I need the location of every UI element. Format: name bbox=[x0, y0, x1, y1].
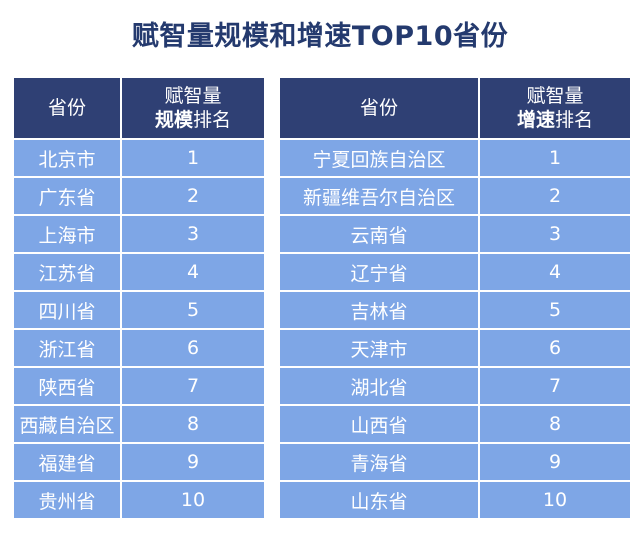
table-row: 新疆维吾尔自治区 2 bbox=[280, 178, 630, 214]
header-rank-bold: 增速 bbox=[516, 109, 555, 131]
table-row: 湖北省 7 bbox=[280, 368, 630, 404]
header-rank-rest: 排名 bbox=[193, 109, 232, 131]
header-province: 省份 bbox=[14, 78, 120, 138]
rank-cell: 6 bbox=[122, 330, 264, 366]
table-row: 云南省 3 bbox=[280, 216, 630, 252]
rank-cell: 10 bbox=[480, 482, 630, 518]
header-row: 省份 赋智量 规模排名 bbox=[14, 78, 264, 138]
table-row: 宁夏回族自治区 1 bbox=[280, 140, 630, 176]
rank-cell: 5 bbox=[122, 292, 264, 328]
header-rank-line1: 赋智量 bbox=[164, 85, 222, 107]
header-rank-line1: 赋智量 bbox=[526, 85, 584, 107]
header-rank-line2: 增速排名 bbox=[480, 108, 630, 132]
rank-cell: 1 bbox=[122, 140, 264, 176]
table-row: 山东省 10 bbox=[280, 482, 630, 518]
province-cell: 宁夏回族自治区 bbox=[280, 140, 478, 176]
rank-cell: 9 bbox=[122, 444, 264, 480]
table-row: 青海省 9 bbox=[280, 444, 630, 480]
table-row: 浙江省 6 bbox=[14, 330, 264, 366]
rank-cell: 8 bbox=[122, 406, 264, 442]
table-row: 贵州省 10 bbox=[14, 482, 264, 518]
province-cell: 云南省 bbox=[280, 216, 478, 252]
province-cell: 浙江省 bbox=[14, 330, 120, 366]
rank-cell: 3 bbox=[480, 216, 630, 252]
rank-cell: 8 bbox=[480, 406, 630, 442]
rank-cell: 2 bbox=[122, 178, 264, 214]
chart-title: 赋智量规模和增速TOP10省份 bbox=[131, 21, 509, 52]
province-cell: 西藏自治区 bbox=[14, 406, 120, 442]
growth-rank-table: 省份 赋智量 增速排名 宁夏回族自治区 1 新疆维吾尔自治区 2 云南省 3 辽宁省 4 吉林省… bbox=[278, 76, 632, 520]
table-row: 吉林省 5 bbox=[280, 292, 630, 328]
table-row: 西藏自治区 8 bbox=[14, 406, 264, 442]
growth-rank-body: 宁夏回族自治区 1 新疆维吾尔自治区 2 云南省 3 辽宁省 4 吉林省 5 天津市 6 湖北省 7 山西省… bbox=[280, 140, 630, 518]
scale-rank-body: 北京市 1 广东省 2 上海市 3 江苏省 4 四川省 5 浙江省 6 陕西省 7 西藏自治区 8 福建省 9 贵州… bbox=[14, 140, 264, 518]
province-cell: 天津市 bbox=[280, 330, 478, 366]
table-row: 福建省 9 bbox=[14, 444, 264, 480]
header-rank: 赋智量 增速排名 bbox=[480, 78, 630, 138]
table-row: 辽宁省 4 bbox=[280, 254, 630, 290]
province-cell: 贵州省 bbox=[14, 482, 120, 518]
header-row: 省份 赋智量 增速排名 bbox=[280, 78, 630, 138]
province-cell: 山西省 bbox=[280, 406, 478, 442]
rank-cell: 1 bbox=[480, 140, 630, 176]
rank-cell: 2 bbox=[480, 178, 630, 214]
province-cell: 福建省 bbox=[14, 444, 120, 480]
table-row: 四川省 5 bbox=[14, 292, 264, 328]
scale-rank-table: 省份 赋智量 规模排名 北京市 1 广东省 2 上海市 3 江苏省 4 四川省 5 浙江省 6 陕西省 7… bbox=[12, 76, 266, 520]
province-cell: 辽宁省 bbox=[280, 254, 478, 290]
rank-cell: 7 bbox=[480, 368, 630, 404]
table-row: 江苏省 4 bbox=[14, 254, 264, 290]
header-rank: 赋智量 规模排名 bbox=[122, 78, 264, 138]
header-rank-rest: 排名 bbox=[555, 109, 594, 131]
table-row: 陕西省 7 bbox=[14, 368, 264, 404]
table-row: 北京市 1 bbox=[14, 140, 264, 176]
province-cell: 湖北省 bbox=[280, 368, 478, 404]
rank-cell: 3 bbox=[122, 216, 264, 252]
province-cell: 山东省 bbox=[280, 482, 478, 518]
province-cell: 新疆维吾尔自治区 bbox=[280, 178, 478, 214]
province-cell: 广东省 bbox=[14, 178, 120, 214]
rank-cell: 4 bbox=[122, 254, 264, 290]
province-cell: 北京市 bbox=[14, 140, 120, 176]
province-cell: 青海省 bbox=[280, 444, 478, 480]
rank-cell: 7 bbox=[122, 368, 264, 404]
province-cell: 四川省 bbox=[14, 292, 120, 328]
header-rank-line2: 规模排名 bbox=[122, 108, 264, 132]
province-cell: 陕西省 bbox=[14, 368, 120, 404]
header-rank-bold: 规模 bbox=[154, 109, 193, 131]
table-row: 山西省 8 bbox=[280, 406, 630, 442]
province-cell: 江苏省 bbox=[14, 254, 120, 290]
table-row: 上海市 3 bbox=[14, 216, 264, 252]
province-cell: 吉林省 bbox=[280, 292, 478, 328]
table-row: 广东省 2 bbox=[14, 178, 264, 214]
rank-cell: 5 bbox=[480, 292, 630, 328]
rank-cell: 10 bbox=[122, 482, 264, 518]
table-row: 天津市 6 bbox=[280, 330, 630, 366]
header-province: 省份 bbox=[280, 78, 478, 138]
province-cell: 上海市 bbox=[14, 216, 120, 252]
rank-cell: 9 bbox=[480, 444, 630, 480]
rank-cell: 4 bbox=[480, 254, 630, 290]
rank-cell: 6 bbox=[480, 330, 630, 366]
